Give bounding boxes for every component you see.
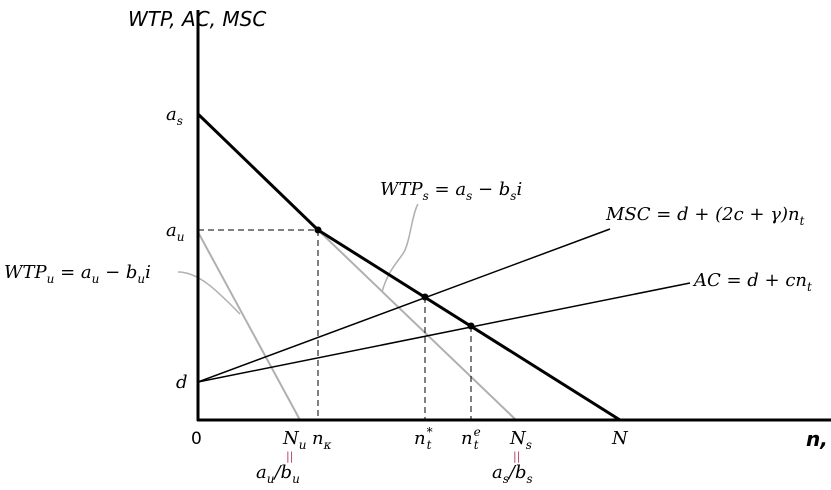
equals-mark-Ns: || xyxy=(513,450,520,464)
msc-line xyxy=(197,228,611,383)
y-label-as: as xyxy=(166,104,183,128)
y-label-d: d xyxy=(176,372,188,393)
x-label-N: N xyxy=(611,428,629,449)
x-label-as-over-bs: as/bs xyxy=(492,462,533,486)
wtp-s-gray-line xyxy=(317,229,517,421)
x-axis-title: n, i xyxy=(806,427,831,451)
ac-line xyxy=(197,282,691,383)
aggregate-wtp-curve xyxy=(196,112,621,422)
wtp-s-label: WTPs = as − bsi xyxy=(380,179,522,203)
equals-mark-Nu: || xyxy=(286,450,293,464)
wtp-s-leader xyxy=(381,203,419,293)
x-label-nt-star: n* t xyxy=(414,425,433,452)
wtp-u-demand-line xyxy=(197,231,301,421)
optimum-point xyxy=(421,293,429,301)
wtp-u-leader xyxy=(177,271,241,315)
ac-label: AC = d + cnt xyxy=(692,270,812,294)
msc-label: MSC = d + (2c + γ)nt xyxy=(605,204,805,228)
x-label-Ns: Ns xyxy=(509,428,532,452)
kink-point xyxy=(314,226,322,234)
wtp-u-label: WTPu = au − bui xyxy=(4,262,151,286)
x-label-Nu: Nu xyxy=(282,428,306,452)
x-label-au-over-bu: au/bu xyxy=(256,462,300,486)
x-label-nk: nκ xyxy=(312,428,332,452)
x-label-origin: 0 xyxy=(191,429,202,449)
equilibrium-point xyxy=(467,322,475,330)
x-label-nt-e: ne t xyxy=(461,425,481,452)
y-label-au: au xyxy=(166,220,184,244)
